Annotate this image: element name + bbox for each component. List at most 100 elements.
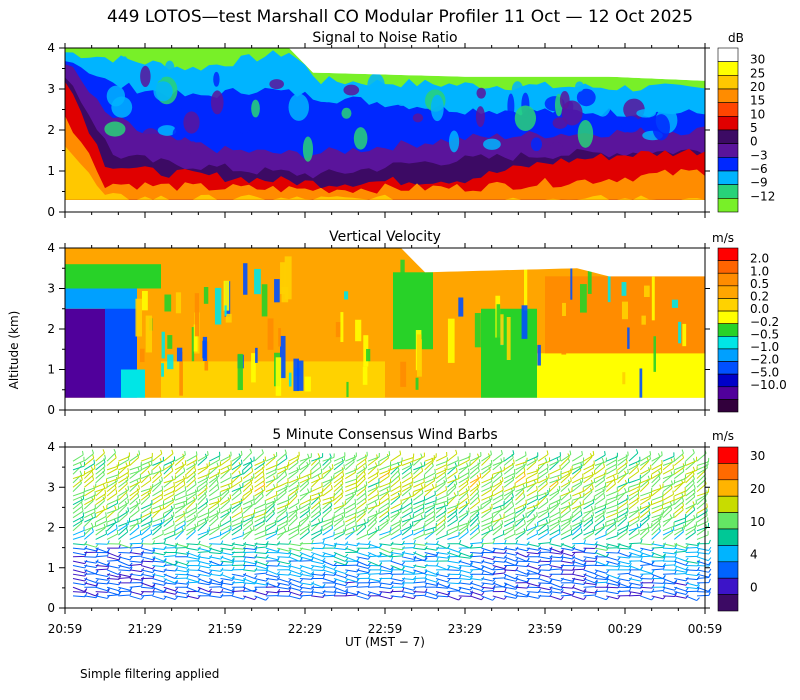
wind-barb-feather xyxy=(84,559,88,564)
wind-barb xyxy=(447,466,457,475)
wind-barb xyxy=(492,560,505,563)
wind-barb-feather xyxy=(697,571,700,576)
wind-barb-feather xyxy=(80,475,83,480)
wind-barb xyxy=(152,489,163,497)
vv-streak xyxy=(225,313,232,323)
colorbar-label: −0.2 xyxy=(750,315,779,329)
wind-barb xyxy=(118,479,129,488)
wind-barb xyxy=(560,594,573,597)
wind-barb xyxy=(299,582,312,586)
wind-barb xyxy=(447,525,459,532)
wind-barb xyxy=(572,582,585,585)
x-tick-label: 22:29 xyxy=(288,622,323,636)
wind-barb xyxy=(481,477,493,484)
wind-barb xyxy=(515,547,528,552)
wind-barb-feather xyxy=(84,564,88,569)
wind-barb xyxy=(685,509,696,519)
wind-barb xyxy=(549,460,561,466)
wind-barb xyxy=(572,568,585,571)
vv-streak xyxy=(587,256,592,294)
wind-barb xyxy=(515,595,528,598)
wind-barb xyxy=(674,478,686,484)
wind-barb-feather xyxy=(127,507,130,512)
wind-barb xyxy=(617,462,628,471)
wind-barb xyxy=(515,470,526,479)
snr-cell xyxy=(575,81,584,92)
wind-barb xyxy=(367,529,380,536)
wind-barb xyxy=(299,551,312,558)
wind-barb xyxy=(152,578,165,583)
vv-streak xyxy=(293,358,299,392)
wind-barb xyxy=(95,547,108,553)
wind-barb xyxy=(288,470,299,479)
wind-barb-feather xyxy=(561,570,564,575)
wind-barb-feather xyxy=(299,579,303,583)
wind-barb xyxy=(344,495,355,505)
wind-barb xyxy=(583,491,593,501)
y-tick-label: 2 xyxy=(47,123,55,137)
wind-barb-feather xyxy=(216,462,219,467)
wind-barb-feather xyxy=(640,556,643,561)
vv-streak xyxy=(139,348,145,363)
wind-barb-feather xyxy=(299,583,303,588)
wind-barb-feather xyxy=(662,575,666,579)
wind-barb xyxy=(163,530,176,536)
wind-barb xyxy=(401,464,414,471)
wind-barb-feather xyxy=(79,470,83,475)
wind-barb-feather xyxy=(570,477,572,482)
wind-barb xyxy=(515,531,526,540)
wind-barb xyxy=(242,461,253,471)
x-tick-label: 20:59 xyxy=(48,622,83,636)
wind-barb xyxy=(447,453,458,462)
wind-barb-feather xyxy=(231,575,235,579)
wind-barb xyxy=(560,504,573,510)
wind-barb-feather xyxy=(208,570,213,574)
wind-barb xyxy=(106,556,119,561)
wind-barb xyxy=(537,453,549,462)
wind-barb-feather xyxy=(277,591,280,596)
wind-barb xyxy=(72,516,84,523)
wind-barb-feather xyxy=(152,583,156,588)
wind-barb xyxy=(447,465,459,471)
wind-barb xyxy=(163,586,176,592)
wind-barb xyxy=(413,551,425,558)
wind-barb-feather xyxy=(629,566,632,571)
wind-barb-feather xyxy=(141,558,144,563)
wind-barb xyxy=(538,547,551,551)
wind-barb xyxy=(571,514,583,523)
wind-barb-feather xyxy=(651,578,655,583)
wind-barb xyxy=(401,485,413,493)
wind-barb-feather xyxy=(307,453,310,458)
wind-barb xyxy=(424,564,437,567)
wind-barb xyxy=(242,460,255,466)
wind-barb-feather xyxy=(402,570,405,575)
snr-cell xyxy=(430,94,444,122)
wind-barb xyxy=(424,515,436,523)
wind-barb-feather xyxy=(500,471,503,476)
wind-barb xyxy=(367,512,380,519)
wind-barb xyxy=(571,532,583,540)
wind-barb xyxy=(277,565,290,568)
wind-barb xyxy=(458,560,471,566)
wind-barb xyxy=(537,508,550,514)
wind-barb xyxy=(333,459,345,466)
wind-barb xyxy=(572,556,584,562)
wind-barb-feather xyxy=(243,557,246,562)
colorbar-swatch xyxy=(717,247,739,261)
wind-barb xyxy=(685,492,696,501)
wind-barb xyxy=(617,501,628,510)
wind-barb xyxy=(277,504,289,510)
wind-barb xyxy=(424,531,435,540)
wind-barb xyxy=(458,556,471,559)
wind-barb xyxy=(617,560,630,565)
wind-barb xyxy=(379,471,390,479)
wind-barb xyxy=(197,565,210,569)
wind-barb xyxy=(424,465,434,475)
wind-barb xyxy=(390,493,402,501)
wind-barb xyxy=(696,564,710,567)
wind-barb-feather xyxy=(344,578,349,583)
wind-barb xyxy=(288,595,301,600)
wind-barb xyxy=(594,466,605,475)
wind-barb xyxy=(526,565,539,570)
wind-barb xyxy=(674,595,687,599)
